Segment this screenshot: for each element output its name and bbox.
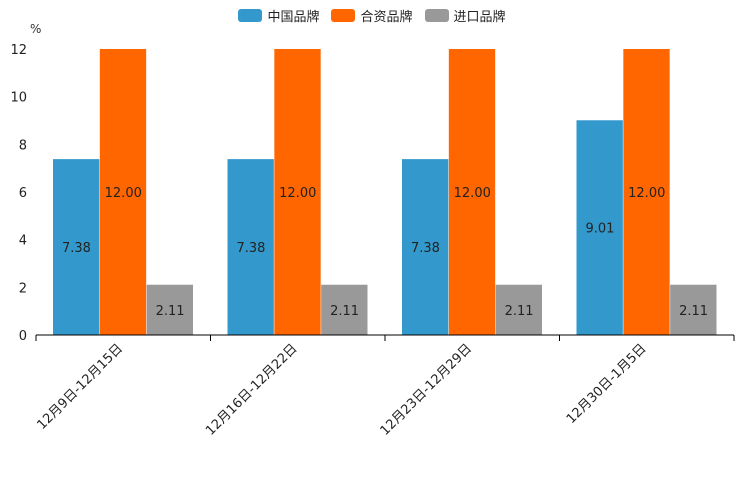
y-axis-unit: % bbox=[30, 22, 42, 36]
legend-label-china-brand: 中国品牌 bbox=[267, 10, 320, 25]
legend-item-jv-brand[interactable]: 合资品牌 bbox=[331, 6, 413, 25]
data-label: 7.38 bbox=[62, 241, 91, 256]
y-tick-label: 4 bbox=[19, 234, 27, 249]
data-label: 2.11 bbox=[156, 304, 185, 319]
y-tick-label: 10 bbox=[10, 91, 27, 106]
bar bbox=[146, 284, 193, 335]
legend-swatch-jv-brand bbox=[331, 9, 356, 22]
legend: 中国品牌 合资品牌 进口品牌 bbox=[0, 6, 744, 25]
bar bbox=[53, 159, 100, 335]
data-label: 7.38 bbox=[411, 241, 440, 256]
data-label: 2.11 bbox=[679, 304, 708, 319]
data-label: 7.38 bbox=[236, 241, 265, 256]
legend-swatch-import-brand bbox=[424, 9, 449, 22]
legend-swatch-china-brand bbox=[238, 9, 263, 22]
bar bbox=[99, 49, 147, 335]
bar bbox=[227, 159, 274, 335]
data-label: 12.00 bbox=[105, 186, 142, 201]
data-label: 9.01 bbox=[585, 222, 614, 237]
y-tick-label: 12 bbox=[10, 43, 27, 58]
bar bbox=[274, 49, 321, 335]
data-label: 2.11 bbox=[330, 304, 359, 319]
data-label: 12.00 bbox=[454, 186, 491, 201]
x-tick-label: 12月16日-12月22日 bbox=[203, 341, 300, 438]
bar bbox=[623, 49, 670, 335]
data-label: 2.11 bbox=[505, 304, 534, 319]
bar bbox=[448, 49, 496, 335]
y-tick-label: 2 bbox=[19, 281, 27, 296]
x-tick-label: 12月30日-1月5日 bbox=[564, 341, 650, 427]
y-tick-label: 0 bbox=[19, 329, 27, 344]
bar bbox=[670, 284, 717, 335]
y-tick-label: 8 bbox=[19, 138, 27, 153]
legend-label-import-brand: 进口品牌 bbox=[453, 10, 506, 25]
legend-label-jv-brand: 合资品牌 bbox=[360, 10, 413, 25]
legend-item-china-brand[interactable]: 中国品牌 bbox=[238, 6, 319, 25]
y-tick-label: 6 bbox=[19, 186, 27, 201]
x-tick-label: 12月23日-12月29日 bbox=[378, 341, 475, 438]
data-label: 12.00 bbox=[628, 186, 665, 201]
legend-item-import-brand[interactable]: 进口品牌 bbox=[424, 6, 506, 25]
bar bbox=[321, 284, 368, 335]
bar bbox=[576, 120, 623, 336]
data-label: 12.00 bbox=[279, 186, 316, 201]
bar bbox=[495, 284, 542, 335]
x-tick-label: 12月9日-12月15日 bbox=[34, 341, 126, 433]
bar bbox=[402, 159, 449, 335]
